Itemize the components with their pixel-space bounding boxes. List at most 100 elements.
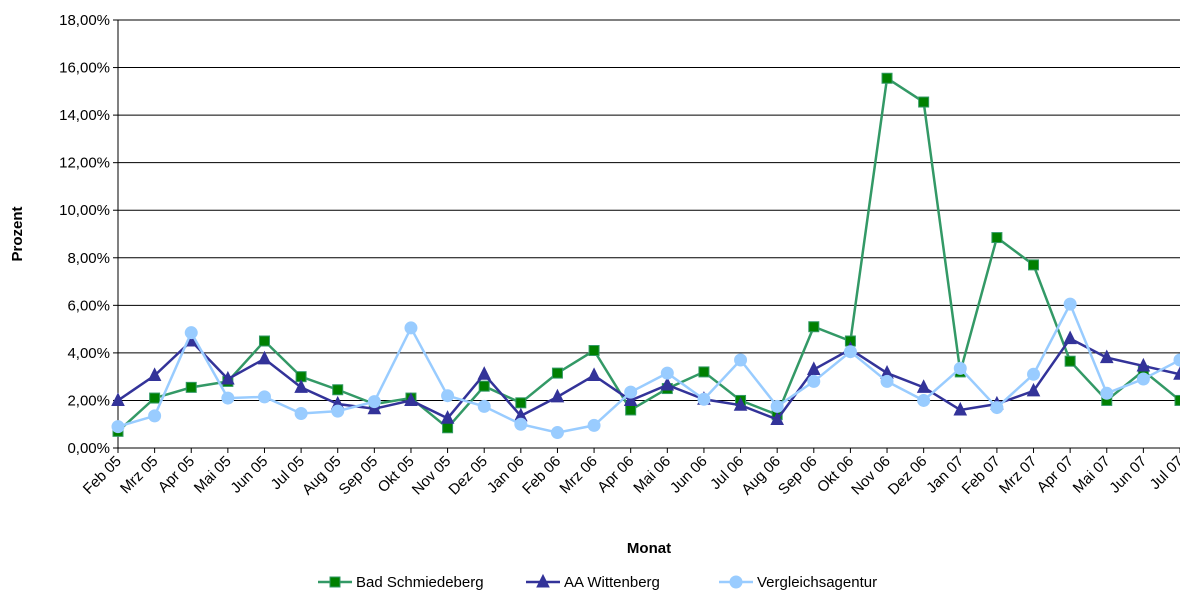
- x-tick-label: Apr 06: [594, 453, 637, 496]
- marker: [587, 367, 601, 381]
- marker: [147, 367, 162, 381]
- x-tick-label: Jun 05: [227, 453, 271, 497]
- marker: [625, 404, 637, 416]
- x-tick-label: Nov 05: [409, 453, 455, 499]
- marker: [332, 384, 344, 396]
- series-line: [117, 337, 1180, 421]
- marker: [770, 399, 784, 413]
- marker: [294, 407, 308, 421]
- x-tick-label: Jun 07: [1106, 453, 1150, 497]
- x-tick-label: Dez 06: [885, 453, 931, 499]
- marker: [478, 380, 490, 392]
- marker: [880, 374, 894, 388]
- y-tick-label: 0,00%: [67, 440, 110, 457]
- marker: [404, 321, 418, 335]
- marker: [917, 393, 931, 407]
- legend-label: AA Wittenberg: [564, 574, 660, 591]
- x-tick-label: Jul 07: [1147, 453, 1180, 493]
- marker: [623, 392, 638, 406]
- marker: [660, 366, 674, 380]
- marker: [734, 353, 748, 367]
- marker: [329, 576, 341, 588]
- marker: [1064, 355, 1076, 367]
- y-tick-label: 18,00%: [59, 12, 110, 29]
- marker: [918, 96, 930, 108]
- marker: [953, 361, 967, 375]
- marker: [843, 345, 857, 359]
- y-tick-label: 6,00%: [67, 297, 110, 314]
- marker: [185, 381, 197, 393]
- series: [111, 330, 1180, 425]
- marker: [807, 374, 821, 388]
- marker: [953, 401, 968, 416]
- x-tick-label: Aug 06: [738, 453, 784, 499]
- x-tick-label: Dez 05: [445, 453, 491, 499]
- legend-label: Vergleichsagentur: [757, 574, 877, 591]
- y-tick-label: 4,00%: [67, 345, 110, 362]
- y-tick-label: 16,00%: [59, 60, 110, 77]
- series-line: [117, 301, 1180, 434]
- marker: [916, 379, 931, 393]
- marker: [1063, 297, 1077, 311]
- marker: [881, 72, 893, 84]
- marker: [550, 426, 564, 440]
- x-tick-label: Apr 07: [1034, 453, 1077, 496]
- marker: [991, 232, 1003, 244]
- x-tick-label: Jun 06: [667, 453, 711, 497]
- x-tick-label: Sep 06: [775, 453, 821, 499]
- marker: [148, 409, 162, 423]
- marker: [588, 345, 600, 357]
- series-line: [117, 76, 1180, 433]
- y-tick-label: 14,00%: [59, 107, 110, 124]
- y-tick-label: 12,00%: [59, 155, 110, 172]
- marker: [729, 575, 743, 589]
- marker: [221, 391, 235, 405]
- marker: [440, 410, 455, 424]
- x-tick-label: Feb 07: [959, 453, 1004, 498]
- x-tick-label: Nov 06: [848, 453, 894, 499]
- x-tick-label: Jan 06: [484, 453, 528, 497]
- marker: [294, 379, 308, 393]
- x-tick-label: Aug 05: [299, 453, 345, 499]
- marker: [536, 573, 550, 588]
- marker: [258, 335, 270, 347]
- marker: [1026, 382, 1041, 397]
- marker: [404, 392, 418, 406]
- x-tick-label: Mrz 05: [117, 453, 161, 497]
- marker: [1136, 357, 1151, 372]
- x-tick-label: Feb 06: [519, 453, 564, 498]
- marker: [990, 401, 1004, 415]
- x-tick-label: Apr 05: [155, 453, 198, 496]
- marker: [806, 361, 821, 376]
- marker: [221, 370, 235, 385]
- marker: [1174, 394, 1180, 406]
- y-tick-label: 8,00%: [67, 250, 110, 267]
- marker: [624, 385, 638, 399]
- y-tick-label: 2,00%: [67, 392, 110, 409]
- marker: [367, 395, 381, 409]
- marker: [770, 411, 784, 425]
- marker: [587, 418, 601, 432]
- marker: [477, 399, 491, 413]
- x-tick-label: Jan 07: [923, 453, 967, 497]
- marker: [442, 422, 454, 434]
- marker: [514, 417, 528, 431]
- marker: [111, 392, 125, 406]
- marker: [1173, 353, 1180, 367]
- x-tick-label: Mrz 06: [556, 453, 600, 497]
- x-tick-label: Mrz 07: [996, 453, 1040, 497]
- x-tick-label: Mai 05: [191, 453, 235, 497]
- marker: [550, 388, 565, 403]
- marker: [1100, 386, 1114, 400]
- marker: [1027, 367, 1041, 381]
- marker: [808, 321, 820, 333]
- marker: [331, 404, 345, 418]
- legend-label: Bad Schmiedeberg: [356, 574, 484, 591]
- x-tick-label: Feb 05: [80, 453, 125, 498]
- y-tick-label: 10,00%: [59, 202, 110, 219]
- series: [111, 297, 1180, 440]
- marker: [1173, 366, 1180, 380]
- marker: [257, 350, 272, 365]
- marker: [697, 392, 711, 406]
